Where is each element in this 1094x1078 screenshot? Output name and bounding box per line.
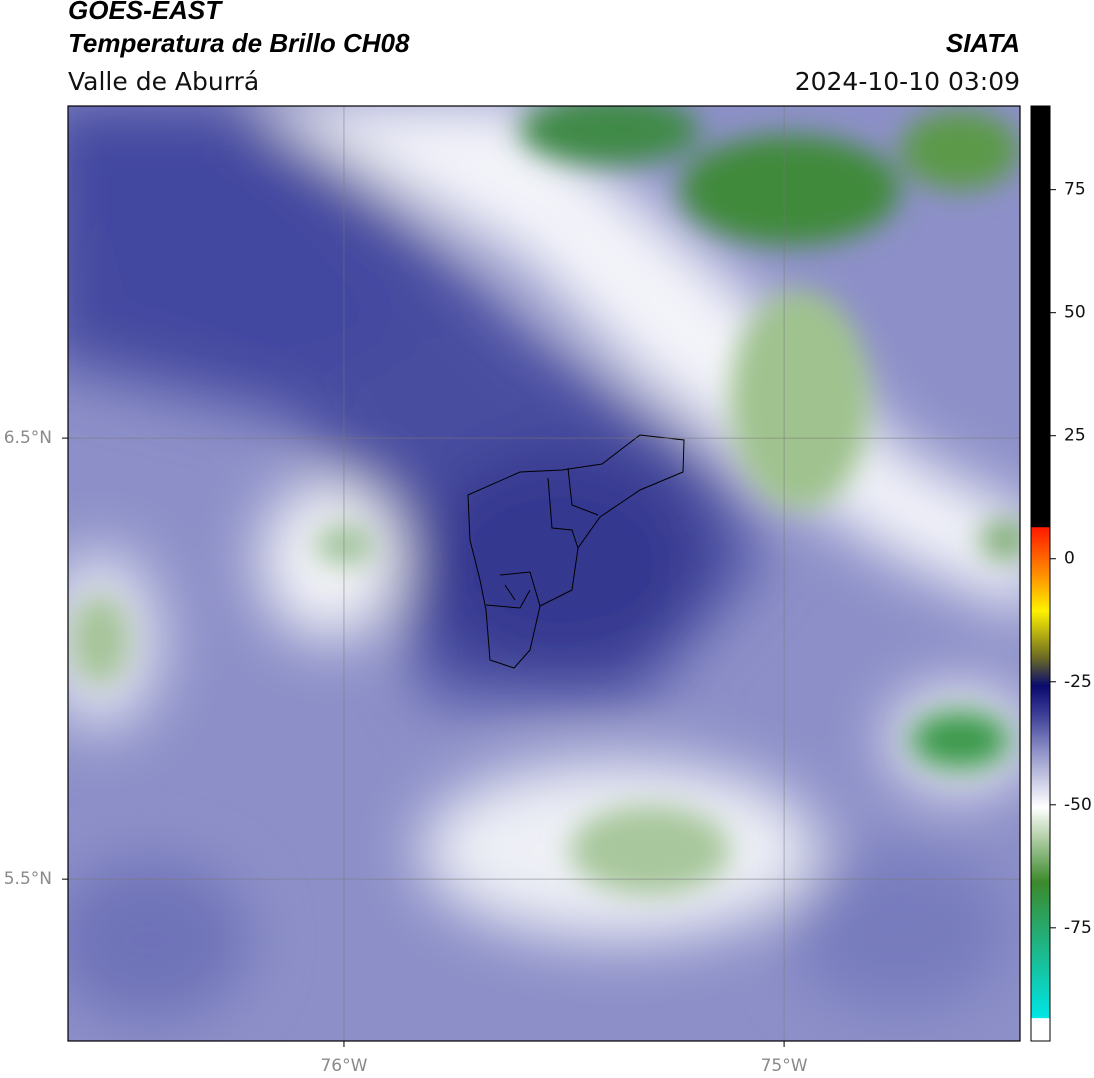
map-frame bbox=[67, 105, 1021, 1042]
colorbar-label: -50 bbox=[1064, 795, 1092, 815]
graticule bbox=[68, 106, 1020, 1041]
colorbar-label: -75 bbox=[1064, 918, 1092, 938]
datetime: 2024-10-10 03:09 bbox=[795, 67, 1020, 96]
subtitle: Temperatura de Brillo CH08 bbox=[68, 28, 410, 58]
lat-label: 6.5°N bbox=[4, 428, 52, 448]
valle-aburra-boundary bbox=[467, 434, 685, 669]
lon-label: 76°W bbox=[320, 1056, 367, 1076]
region: Valle de Aburrá bbox=[68, 67, 259, 96]
colorbar-label: -25 bbox=[1064, 672, 1092, 692]
satellite-image bbox=[68, 106, 1020, 1041]
lon-label: 75°W bbox=[761, 1056, 808, 1076]
colorbar-label: 25 bbox=[1064, 426, 1086, 446]
source: SIATA bbox=[946, 28, 1020, 58]
colorbar-label: 75 bbox=[1064, 180, 1086, 200]
colorbar-label: 0 bbox=[1064, 549, 1075, 569]
colorbar-label: 50 bbox=[1064, 303, 1086, 323]
title: GOES-EAST bbox=[68, 0, 223, 25]
colorbar bbox=[1030, 105, 1051, 1042]
lat-label: 5.5°N bbox=[4, 869, 52, 889]
